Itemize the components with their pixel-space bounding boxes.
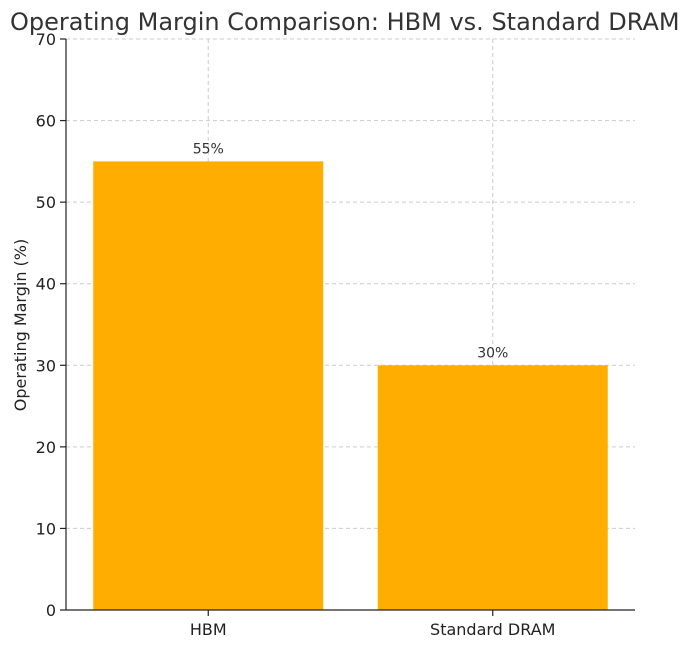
bars: [93, 161, 608, 610]
y-tick-label: 20: [36, 438, 56, 457]
y-axis-label: Operating Margin (%): [11, 239, 30, 412]
bar-value-label: 55%: [193, 141, 224, 157]
y-tick-label: 60: [36, 112, 56, 131]
chart-title: Operating Margin Comparison: HBM vs. Sta…: [10, 8, 680, 36]
x-tick-label: Standard DRAM: [430, 620, 555, 639]
y-tick-label: 10: [36, 519, 56, 538]
bar-hbm: [93, 161, 324, 610]
y-tick-label: 0: [46, 601, 56, 620]
y-tick-label: 70: [36, 30, 56, 49]
y-tick-label: 30: [36, 356, 56, 375]
bar-standard-dram: [377, 365, 608, 610]
y-tick-label: 50: [36, 193, 56, 212]
y-tick-label: 40: [36, 275, 56, 294]
labels: 0 10 20 30 40 50 60 70 55% HBM 30% Standard DRAM: [36, 30, 556, 639]
bar-value-label: 30%: [477, 345, 508, 361]
x-tick-label: HBM: [190, 620, 227, 639]
axes: [60, 38, 635, 616]
